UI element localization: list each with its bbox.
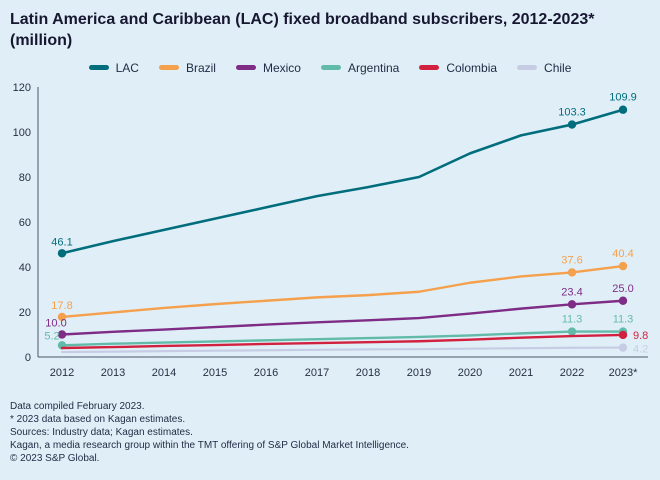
y-tick-label: 60 [19, 217, 31, 229]
series-marker-chile [618, 342, 628, 352]
legend-label: Argentina [347, 60, 400, 75]
x-tick-label: 2012 [50, 367, 74, 379]
series-marker-brazil [618, 261, 628, 270]
legend-swatch-icon [320, 65, 341, 71]
legend-item-colombia: Colombia [419, 61, 497, 75]
data-label-argentina: 11.3 [562, 313, 583, 325]
footnotes: Data compiled February 2023. * 2023 data… [10, 400, 660, 465]
series-marker-lac [57, 248, 67, 258]
data-label-argentina: 11.3 [613, 313, 634, 325]
series-marker-mexico [567, 299, 577, 309]
data-label-lac: 103.3 [558, 106, 586, 118]
legend-swatch-icon [88, 65, 109, 71]
legend: LAC Brazil Mexico Argentina Colombia Chile [0, 58, 660, 78]
y-tick-label: 120 [13, 82, 31, 94]
legend-label: Chile [544, 60, 572, 75]
series-line-chile [60, 346, 625, 353]
data-label-mexico: 25.0 [612, 282, 633, 294]
data-label-chile: 4.2 [633, 343, 648, 355]
y-tick-label: 20 [19, 307, 31, 319]
x-tick-label: 2016 [254, 367, 278, 379]
series-marker-lac [567, 119, 577, 129]
legend-item-mexico: Mexico [235, 60, 301, 75]
data-label-argentina: 5.2 [44, 330, 59, 342]
legend-label: Brazil [185, 60, 216, 75]
series-marker-mexico [57, 329, 67, 339]
footnote-kagan: Kagan, a media research group within the… [10, 439, 409, 451]
series-marker-argentina [567, 326, 577, 336]
footnote-estimate-note: * 2023 data based on Kagan estimates. [10, 413, 186, 425]
footnote-data-compiled: Data compiled February 2023. [10, 400, 145, 412]
legend-item-argentina: Argentina [320, 60, 400, 75]
x-tick-label: 2013 [101, 367, 125, 379]
line-chart: 0 20 40 60 80 100 120 2012 2013 2014 2015 2016 2017 2… [13, 82, 649, 379]
chart-title: Latin America and Caribbean (LAC) fixed … [10, 11, 595, 49]
y-tick-label: 0 [25, 352, 31, 364]
x-tick-label: 2023* [609, 367, 638, 379]
data-label-mexico: 10.0 [45, 317, 66, 329]
legend-item-brazil: Brazil [158, 60, 216, 75]
legend-swatch-icon [517, 65, 538, 71]
legend-swatch-icon [235, 65, 256, 71]
data-label-brazil: 40.4 [612, 248, 633, 260]
x-tick-label: 2022 [560, 367, 584, 379]
series-marker-colombia [618, 330, 628, 339]
x-tick-label: 2017 [305, 367, 329, 379]
legend-swatch-icon [158, 65, 179, 71]
legend-label: LAC [115, 60, 139, 75]
x-tick-label: 2015 [203, 367, 227, 379]
legend-item-chile: Chile [517, 61, 571, 75]
y-tick-label: 100 [13, 127, 31, 139]
series-marker-lac [618, 105, 628, 114]
footnote-copyright: © 2023 S&P Global. [10, 452, 100, 464]
series-line-mexico [60, 299, 625, 336]
legend-label: Colombia [446, 60, 498, 75]
series-marker-brazil [57, 312, 67, 321]
legend-label: Mexico [262, 60, 301, 75]
y-tick-label: 80 [19, 172, 31, 184]
data-label-colombia: 9.8 [633, 330, 648, 342]
series-marker-brazil [567, 267, 577, 277]
y-tick-label: 40 [19, 262, 31, 274]
x-tick-label: 2021 [509, 367, 533, 379]
legend-swatch-icon [419, 65, 440, 71]
legend-item-lac: LAC [88, 60, 139, 75]
series-marker-mexico [618, 296, 628, 305]
data-label-brazil: 37.6 [561, 254, 582, 266]
x-tick-label: 2019 [407, 367, 431, 379]
x-tick-label: 2018 [356, 367, 380, 379]
series-line-lac [60, 108, 625, 255]
x-tick-label: 2020 [458, 367, 482, 379]
data-label-brazil: 17.8 [51, 300, 72, 312]
data-label-lac: 109.9 [609, 91, 637, 103]
series-line-colombia [60, 333, 625, 349]
data-label-mexico: 23.4 [561, 286, 582, 298]
series-line-argentina [60, 329, 625, 347]
x-tick-label: 2014 [152, 367, 176, 379]
series-line-brazil [60, 264, 625, 318]
data-label-lac: 46.1 [51, 236, 72, 248]
footnote-sources: Sources: Industry data; Kagan estimates. [10, 426, 193, 438]
